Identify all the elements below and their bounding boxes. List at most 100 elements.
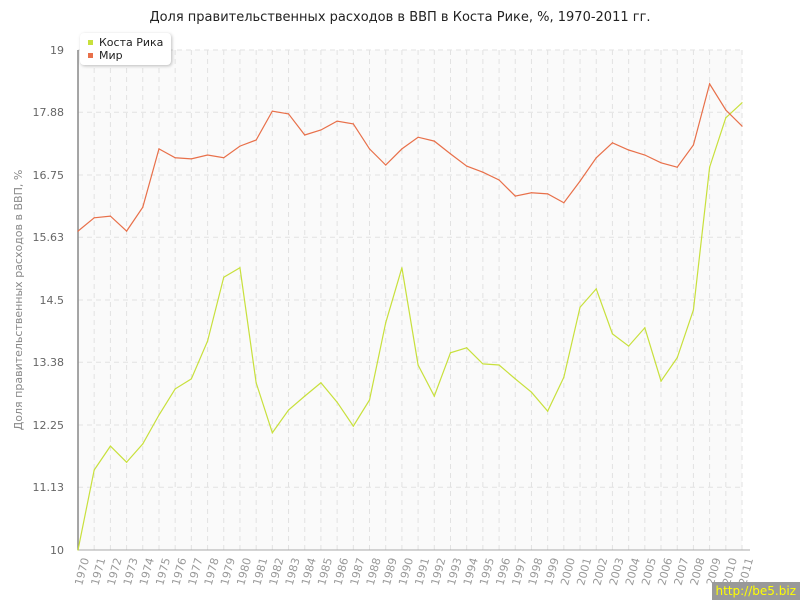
data-point: [595, 288, 597, 290]
data-point: [109, 445, 111, 447]
data-point: [547, 193, 549, 195]
data-point: [449, 153, 452, 155]
legend: Коста Рика Мир: [80, 33, 172, 65]
data-point: [190, 378, 192, 380]
y-tick-label: 16.75: [33, 169, 65, 182]
data-point: [741, 125, 743, 127]
legend-swatch: [88, 53, 93, 58]
chart-title: Доля правительственных расходов в ВВП в …: [149, 10, 651, 25]
data-point: [563, 202, 565, 204]
data-point: [611, 333, 614, 335]
data-point: [336, 401, 338, 403]
legend-label: Коста Рика: [99, 36, 164, 49]
y-tick-label: 14.5: [40, 294, 65, 307]
data-point: [352, 123, 354, 125]
data-point: [547, 410, 549, 412]
y-tick-label: 19: [50, 44, 64, 57]
data-point: [223, 276, 225, 278]
data-point: [498, 364, 500, 366]
y-axis-label: Доля правительственных расходов в ВВП, %: [12, 170, 25, 431]
data-point: [158, 148, 160, 150]
data-point: [725, 117, 727, 119]
series-line-0: [77, 102, 743, 551]
data-point: [271, 432, 273, 434]
data-point: [595, 157, 597, 159]
data-point: [725, 109, 727, 111]
data-point: [741, 102, 743, 104]
data-point: [514, 195, 516, 197]
data-point: [644, 327, 646, 329]
data-point: [676, 166, 678, 168]
data-point: [660, 162, 662, 164]
data-point: [287, 113, 290, 115]
data-point: [466, 347, 468, 349]
data-point: [206, 154, 209, 156]
data-point: [579, 306, 581, 308]
data-point: [304, 134, 306, 136]
data-point: [368, 399, 371, 401]
data-point: [320, 129, 322, 131]
data-point: [401, 148, 403, 150]
data-point: [417, 364, 419, 366]
data-point: [336, 120, 338, 122]
data-point: [223, 157, 225, 159]
data-point: [93, 217, 95, 219]
data-point: [352, 425, 354, 427]
data-point: [255, 139, 257, 141]
data-point: [304, 395, 306, 397]
y-tick-label: 13.38: [33, 356, 65, 369]
data-point: [77, 230, 79, 232]
data-point: [239, 145, 241, 147]
data-point: [709, 166, 711, 168]
data-point: [628, 149, 630, 151]
data-point: [93, 469, 95, 471]
data-point: [271, 110, 273, 112]
series-line-1: [77, 82, 743, 233]
data-point: [142, 443, 144, 445]
data-point: [255, 382, 257, 384]
y-tick-label: 17.88: [33, 106, 65, 119]
data-point: [385, 164, 387, 166]
data-point: [125, 461, 128, 463]
data-point: [482, 171, 484, 173]
data-point: [109, 215, 111, 217]
y-tick-label: 11.13: [33, 481, 65, 494]
legend-item-world[interactable]: Мир: [88, 49, 163, 62]
data-point: [385, 322, 387, 324]
legend-label: Мир: [99, 49, 123, 62]
data-point: [579, 180, 581, 182]
y-tick-label: 12.25: [33, 419, 65, 432]
data-point: [417, 136, 419, 138]
legend-swatch: [88, 40, 93, 45]
data-point: [125, 230, 128, 232]
data-point: [628, 345, 630, 347]
data-point: [158, 414, 160, 416]
data-point: [190, 158, 192, 160]
data-point: [320, 382, 322, 384]
data-point: [368, 148, 371, 150]
data-point: [530, 391, 533, 393]
data-point: [530, 192, 533, 194]
y-tick-label: 10: [50, 544, 64, 557]
data-point: [433, 395, 435, 397]
data-point: [239, 267, 241, 269]
data-point: [401, 267, 403, 269]
data-point: [644, 154, 646, 156]
legend-item-costa-rica[interactable]: Коста Рика: [88, 36, 163, 49]
data-point: [692, 144, 695, 146]
data-point: [174, 157, 176, 159]
data-point: [206, 340, 209, 342]
data-point: [466, 165, 468, 167]
data-point: [482, 363, 484, 365]
data-point: [287, 409, 290, 411]
data-point: [498, 179, 500, 181]
y-tick-label: 15.63: [33, 231, 65, 244]
data-point: [514, 378, 516, 380]
data-point: [676, 357, 678, 359]
data-point: [449, 352, 452, 354]
data-point: [709, 83, 711, 85]
watermark[interactable]: http://be5.biz: [711, 582, 800, 600]
data-point: [142, 206, 144, 208]
data-point: [563, 376, 565, 378]
